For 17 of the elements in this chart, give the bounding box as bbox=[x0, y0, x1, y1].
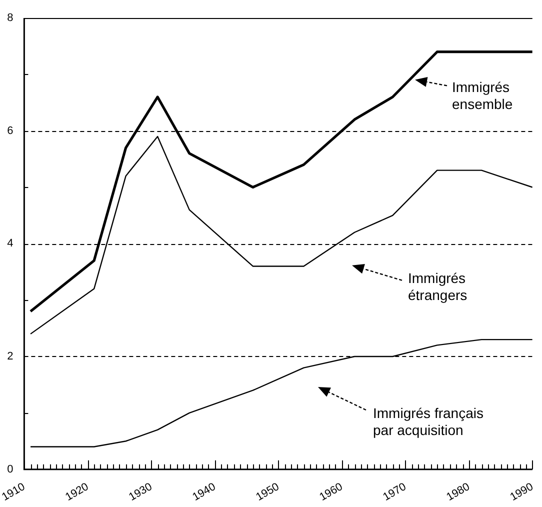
annotation: Immigrés ensemble bbox=[452, 79, 513, 113]
y-tick-label: 0 bbox=[7, 463, 14, 476]
x-tick-label: 1960 bbox=[318, 480, 345, 504]
x-tick-label: 1950 bbox=[254, 480, 282, 504]
x-tick-label: 1980 bbox=[444, 480, 472, 504]
x-tick-label: 1970 bbox=[381, 480, 408, 504]
annotation: Immigrés étrangers bbox=[408, 270, 468, 304]
y-tick-label: 8 bbox=[7, 12, 14, 24]
x-tick-label: 1930 bbox=[127, 480, 154, 504]
y-tick-label: 6 bbox=[7, 124, 14, 137]
x-tick-label: 1990 bbox=[508, 480, 536, 504]
x-tick-label: 1910 bbox=[0, 480, 28, 504]
y-tick-label: 2 bbox=[7, 350, 14, 363]
annotation: Immigrés français par acquisition bbox=[373, 405, 484, 439]
x-tick-label: 1920 bbox=[64, 480, 91, 504]
x-tick-label: 1940 bbox=[190, 480, 218, 504]
y-tick-label: 4 bbox=[7, 238, 14, 250]
